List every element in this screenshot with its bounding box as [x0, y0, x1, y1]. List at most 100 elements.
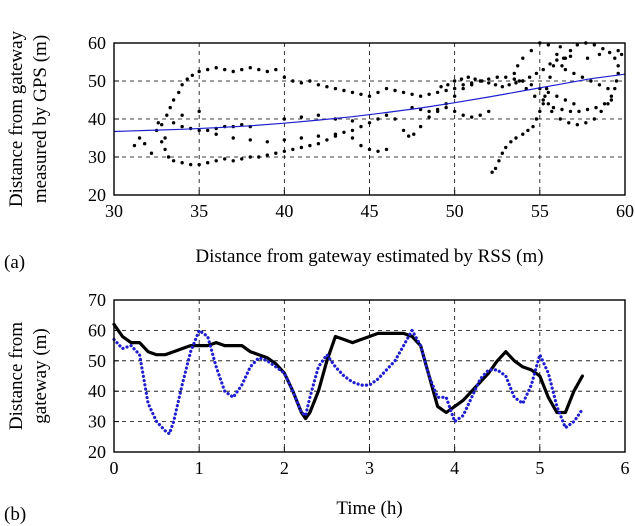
scatter-point [444, 105, 448, 110]
x-tick-label: 60 [616, 201, 634, 221]
scatter-point [504, 75, 508, 79]
scatter-point [376, 149, 380, 153]
scatter-point [137, 136, 142, 140]
scatter-point [555, 52, 559, 57]
plot-frame [113, 299, 626, 453]
scatter-point [466, 75, 470, 79]
scatter-point [342, 88, 346, 93]
scatter-point [384, 147, 389, 152]
y-tick-label: 60 [88, 33, 106, 53]
y-tick-label: 40 [88, 381, 106, 401]
scatter-point [563, 98, 568, 102]
scatter-point [350, 136, 355, 140]
scatter-point [291, 79, 295, 83]
y-tick-label: 60 [88, 320, 106, 340]
x-tick-label: 45 [361, 201, 379, 221]
scatter-point [367, 94, 372, 98]
y-tick-label: 30 [88, 147, 106, 167]
scatter-point [197, 69, 201, 74]
scatter-point [274, 151, 278, 155]
scatter-point [367, 121, 372, 125]
scatter-point [401, 90, 406, 95]
scatter-point [444, 88, 448, 93]
scatter-point [616, 71, 620, 76]
scatter-point [316, 134, 321, 138]
scatter-point [546, 43, 551, 47]
scatter-point [602, 102, 607, 106]
scatter-point [500, 151, 505, 155]
scatter-point [568, 48, 573, 53]
scatter-point [529, 48, 534, 53]
scatter-point [350, 128, 355, 133]
scatter-point [168, 105, 172, 110]
scatter-point [282, 117, 287, 121]
scatter-point [401, 128, 406, 133]
scatter-point [609, 94, 614, 98]
scatter-point [214, 159, 218, 163]
plot-frame [113, 42, 626, 196]
scatter-point [185, 77, 189, 81]
scatter-point [274, 67, 278, 72]
scatter-point [240, 123, 244, 127]
scatter-point [461, 83, 465, 87]
scatter-point [418, 94, 423, 98]
scatter-point [592, 43, 597, 47]
scatter-point [257, 155, 261, 159]
scatter-point [418, 124, 423, 129]
x-axis-label: Time (h) [336, 498, 402, 519]
scatter-point [159, 123, 164, 127]
scatter-point [580, 75, 585, 79]
scatter-point [190, 73, 195, 78]
scatter-point [325, 138, 329, 142]
scatter-point [584, 121, 588, 125]
scatter-point [350, 90, 355, 95]
scatter-point [529, 83, 534, 87]
panel-b-line-chart: 0 1 2 3 4 5 6 20 30 40 50 60 70 Time (h) Distance from… [4, 290, 630, 525]
scatter-point [589, 79, 593, 83]
scatter-point [446, 83, 450, 87]
scatter-point [240, 157, 244, 161]
scatter-point [265, 153, 269, 157]
x-tick-label: 2 [280, 458, 289, 478]
scatter-point [534, 117, 539, 121]
scatter-point [316, 83, 321, 87]
x-tick-label: 50 [446, 201, 464, 221]
scatter-point [538, 109, 542, 114]
scatter-point [214, 66, 218, 70]
scatter-point [560, 64, 564, 68]
scatter-point [333, 86, 338, 91]
scatter-point [614, 79, 619, 83]
scatter-point [599, 109, 603, 114]
scatter-point [585, 107, 590, 112]
scatter-point [165, 113, 169, 117]
scatter-point [597, 52, 602, 57]
scatter-point [248, 155, 252, 159]
scatter-point [551, 64, 556, 68]
scatter-point [299, 145, 304, 150]
scatter-point [459, 77, 464, 81]
scatter-point [435, 107, 440, 112]
scatter-point [613, 86, 617, 91]
scatter-point [541, 67, 545, 72]
scatter-point [575, 43, 580, 47]
scatter-point [367, 147, 372, 152]
scatter-point [521, 56, 525, 60]
y-tick-label: 50 [88, 71, 106, 91]
scatter-point [493, 166, 498, 171]
x-tick-label: 1 [195, 458, 204, 478]
scatter-point [560, 107, 564, 112]
scatter-point [180, 124, 184, 129]
scatter-point [299, 136, 304, 140]
y-tick-label: 40 [88, 109, 106, 129]
scatter-point [555, 94, 559, 98]
scatter-point [616, 48, 620, 53]
y-tick-label: 20 [88, 442, 106, 462]
scatter-point [223, 67, 227, 72]
series-line-blue-dotted [112, 328, 584, 436]
scatter-point [497, 159, 501, 163]
scatter-point [544, 86, 549, 91]
scatter-point [439, 85, 443, 89]
scatter-point [132, 143, 137, 148]
x-tick-label: 30 [105, 201, 123, 221]
